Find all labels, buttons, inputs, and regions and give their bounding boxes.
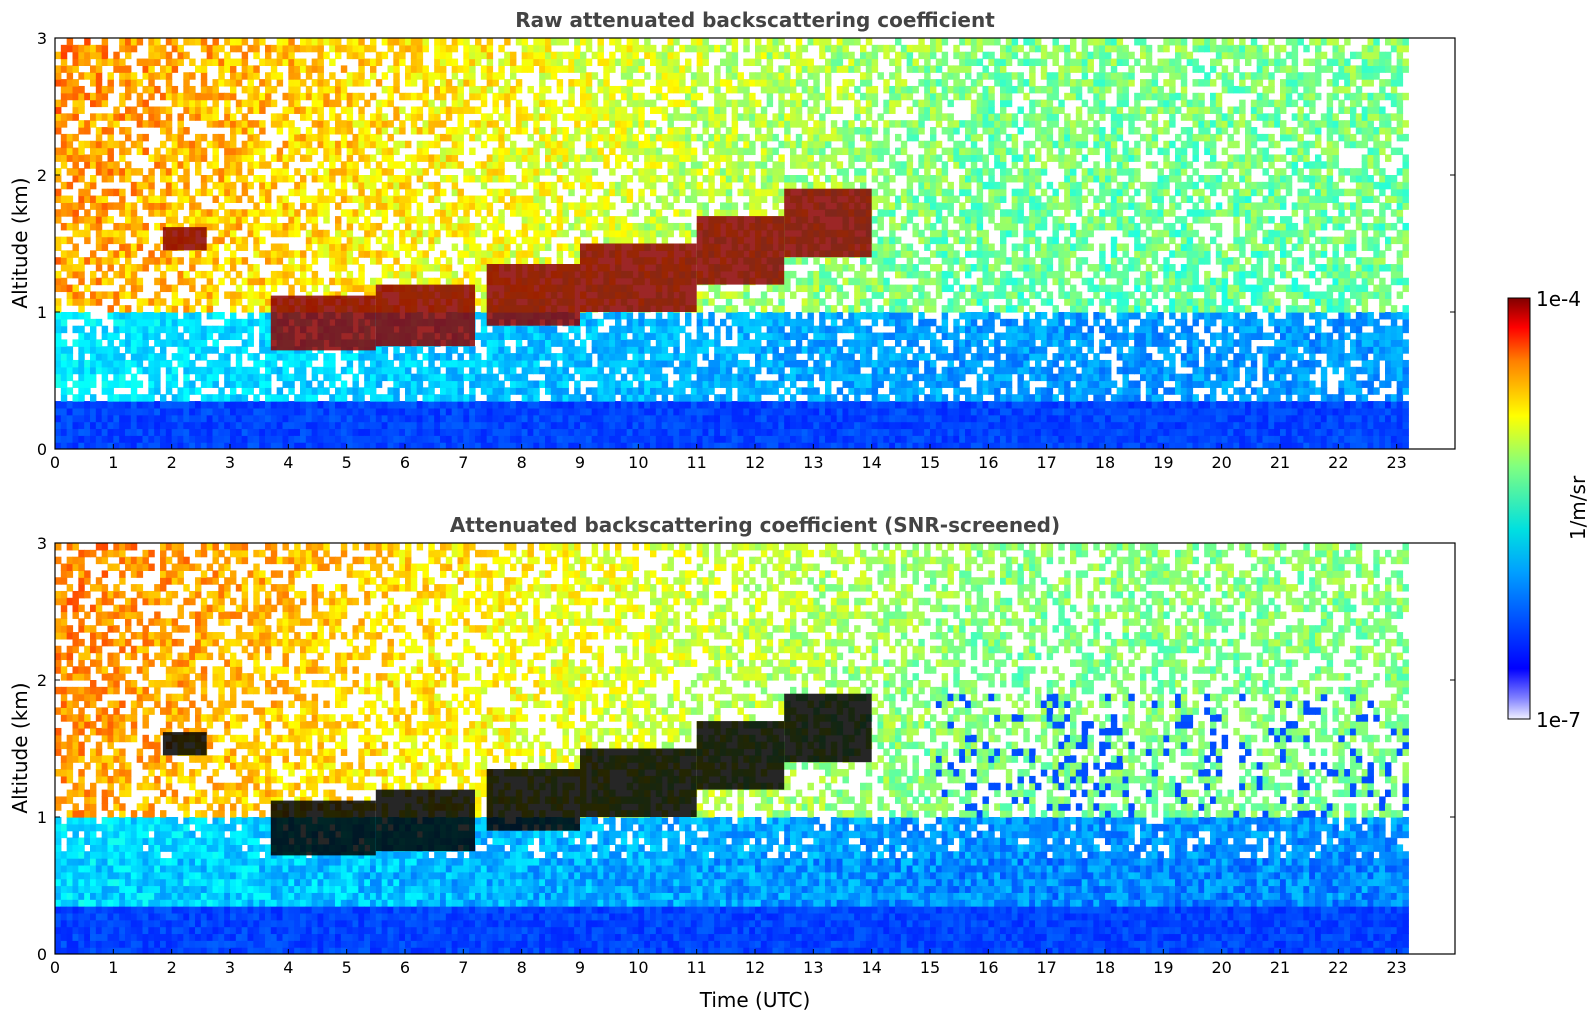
x-tick-label: 6	[400, 453, 410, 472]
x-tick-label: 8	[517, 958, 527, 977]
x-tick-label: 10	[628, 958, 648, 977]
x-tick-label: 4	[283, 453, 293, 472]
cloud-layer-4	[580, 243, 697, 312]
x-tick-label: 3	[225, 453, 235, 472]
x-tick-label: 1	[108, 958, 118, 977]
cloud-layer-2	[375, 284, 475, 347]
x-tick-label: 12	[745, 453, 765, 472]
x-tick-label: 14	[861, 958, 881, 977]
panel-snr-screened: Attenuated backscattering coefficient (S…	[8, 513, 1456, 1012]
colorbar: 1e-4 1e-7 1/m/sr	[1507, 287, 1590, 732]
x-tick-label: 15	[920, 453, 940, 472]
x-tick-label: 22	[1328, 958, 1348, 977]
x-tick-label: 18	[1095, 958, 1115, 977]
colorbar-label: 1/m/sr	[1566, 475, 1590, 540]
cloud-layer-1	[270, 800, 376, 856]
x-tick-label: 8	[517, 453, 527, 472]
x-tick-label: 19	[1153, 453, 1173, 472]
y-tick-label: 0	[37, 440, 47, 459]
cloud-layer-1	[270, 295, 376, 351]
x-tick-label: 15	[920, 958, 940, 977]
x-axis-screened: 0 1 2 3 4 5 6 7 8 9 10 11 12 13 14 15 16 17 18 19 20 21 22 23	[50, 949, 1407, 977]
chart-title-raw: Raw attenuated backscattering coefficien…	[515, 8, 995, 32]
cloud-layer-0	[162, 732, 207, 756]
x-tick-label: 0	[50, 453, 60, 472]
x-tick-label: 20	[1211, 453, 1231, 472]
y-axis-raw: 0 1 2 3	[37, 29, 1455, 459]
x-tick-label: 14	[861, 453, 881, 472]
x-tick-label: 17	[1036, 958, 1056, 977]
cloud-layer-3	[486, 769, 580, 831]
cloud-layer-3	[486, 264, 580, 326]
y-axis-screened: 0 1 2 3	[37, 534, 1455, 964]
x-tick-label: 7	[458, 453, 468, 472]
x-tick-label: 3	[225, 958, 235, 977]
x-tick-label: 23	[1386, 958, 1406, 977]
colorbar-gradient	[1507, 297, 1531, 720]
y-tick-label: 1	[37, 808, 47, 827]
cloud-layer-5	[696, 216, 785, 285]
colorbar-max-label: 1e-4	[1536, 287, 1581, 311]
x-tick-label: 16	[978, 453, 998, 472]
y-tick-label: 3	[37, 534, 47, 553]
x-tick-label: 0	[50, 958, 60, 977]
x-tick-label: 21	[1270, 958, 1290, 977]
x-tick-label: 5	[342, 453, 352, 472]
x-tick-label: 7	[458, 958, 468, 977]
x-tick-label: 22	[1328, 453, 1348, 472]
y-axis-label-raw: Altitude (km)	[8, 177, 32, 308]
x-tick-label: 4	[283, 958, 293, 977]
x-tick-label: 13	[803, 958, 823, 977]
x-tick-label: 5	[342, 958, 352, 977]
y-tick-label: 0	[37, 945, 47, 964]
x-tick-label: 12	[745, 958, 765, 977]
x-tick-label: 16	[978, 958, 998, 977]
x-tick-label: 23	[1386, 453, 1406, 472]
x-tick-label: 2	[167, 958, 177, 977]
y-tick-label: 3	[37, 29, 47, 48]
cloud-layer-4	[580, 748, 697, 817]
x-axis-raw: 0 1 2 3 4 5 6 7 8 9 10 11 12 13 14 15 16 17 18 19 20 21 22 23	[50, 444, 1407, 472]
x-tick-label: 9	[575, 453, 585, 472]
x-axis-label: Time (UTC)	[699, 988, 811, 1012]
colorbar-min-label: 1e-7	[1536, 708, 1581, 732]
x-tick-label: 9	[575, 958, 585, 977]
x-tick-label: 10	[628, 453, 648, 472]
cloud-layer-6	[784, 188, 872, 258]
heatmap-raw	[55, 38, 1409, 449]
cloud-layer-6	[784, 693, 872, 763]
x-tick-label: 11	[686, 958, 706, 977]
y-tick-label: 2	[37, 166, 47, 185]
heatmap-screened	[55, 543, 1409, 954]
x-tick-label: 1	[108, 453, 118, 472]
x-tick-label: 21	[1270, 453, 1290, 472]
cloud-layer-2	[375, 789, 475, 852]
y-tick-label: 1	[37, 303, 47, 322]
x-tick-label: 2	[167, 453, 177, 472]
y-tick-label: 2	[37, 671, 47, 690]
x-tick-label: 13	[803, 453, 823, 472]
panel-raw: Raw attenuated backscattering coefficien…	[8, 8, 1456, 472]
x-tick-label: 18	[1095, 453, 1115, 472]
x-tick-label: 6	[400, 958, 410, 977]
chart-title-screened: Attenuated backscattering coefficient (S…	[450, 513, 1060, 537]
cloud-layer-5	[696, 721, 785, 790]
x-tick-label: 20	[1211, 958, 1231, 977]
x-tick-label: 11	[686, 453, 706, 472]
x-tick-label: 17	[1036, 453, 1056, 472]
cloud-layer-0	[162, 227, 207, 251]
x-tick-label: 19	[1153, 958, 1173, 977]
y-axis-label-screened: Altitude (km)	[8, 682, 32, 813]
